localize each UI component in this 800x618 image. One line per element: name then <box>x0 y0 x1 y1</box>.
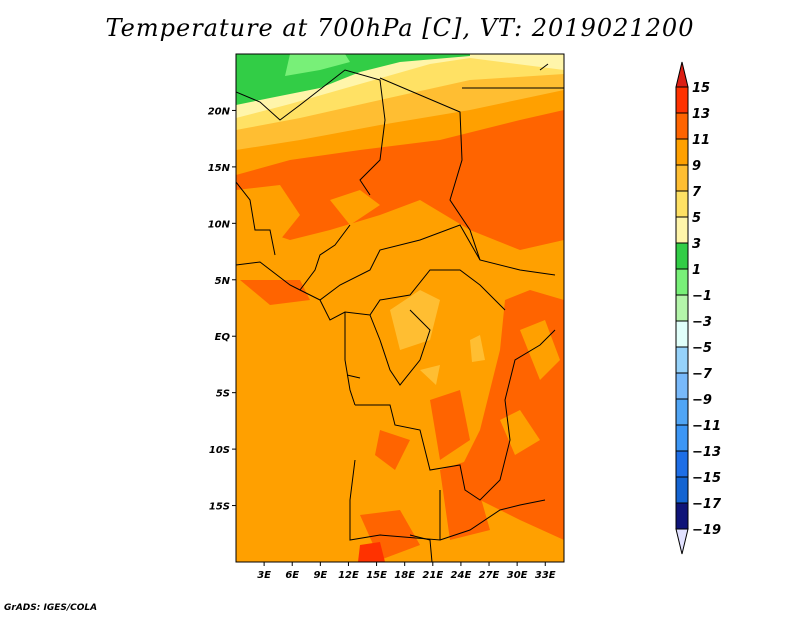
lon-tick-label: 27E <box>479 570 500 581</box>
colorbar-under-arrow <box>675 528 689 555</box>
colorbar-segment <box>675 346 689 374</box>
colorbar-label: −15 <box>692 471 721 486</box>
lat-tick-label: 15S <box>209 502 230 513</box>
lon-tick-label: 12E <box>338 570 359 581</box>
lat-tick-label: 5S <box>216 389 230 400</box>
lon-tick-label: 33E <box>535 570 556 581</box>
colorbar-label: 13 <box>692 107 710 122</box>
colorbar-segment <box>675 398 689 426</box>
colorbar-segment <box>675 320 689 348</box>
lon-tick-label: 21E <box>422 570 443 581</box>
colorbar-label: −17 <box>692 497 722 512</box>
colorbar-segment <box>675 164 689 192</box>
colorbar-label: −5 <box>692 341 712 356</box>
colorbar-label: −19 <box>692 523 721 538</box>
plot-title: Temperature at 700hPa [C], VT: 201902120… <box>105 14 695 42</box>
colorbar-segment <box>675 502 689 530</box>
colorbar-segment <box>675 216 689 244</box>
lat-tick-label: 5N <box>215 276 231 287</box>
colorbar-label: 11 <box>692 133 710 148</box>
colorbar-label: −13 <box>692 445 721 460</box>
lon-tick-label: 30E <box>507 570 528 581</box>
colorbar-label: −3 <box>692 315 712 330</box>
colorbar-label: 3 <box>692 237 701 252</box>
lat-tick-label: 15N <box>208 163 231 174</box>
lon-tick-label: 15E <box>366 570 387 581</box>
lon-tick-label: 3E <box>257 570 271 581</box>
lat-tick-label: EQ <box>215 332 231 343</box>
lat-tick-label: 10S <box>209 445 230 456</box>
colorbar-segment <box>675 268 689 296</box>
map-frame <box>235 53 565 563</box>
colorbar: 15 13 11 9 7 5 3 1 −1 −3 −5 −7 −9 −11 −13 −15 −17 −19 <box>675 61 722 555</box>
colorbar-label: 15 <box>692 81 710 96</box>
field-11-13-sahel <box>236 110 564 250</box>
lon-tick-label: 9E <box>313 570 327 581</box>
lat-tick-label: 20N <box>208 106 231 117</box>
colorbar-label: 9 <box>692 159 701 174</box>
field-neg1-1 <box>285 54 350 76</box>
lon-tick-label: 24E <box>451 570 472 581</box>
colorbar-segment <box>675 86 689 114</box>
colorbar-label: −9 <box>692 393 712 408</box>
lon-tick-label: 6E <box>285 570 299 581</box>
colorbar-segment <box>675 294 689 322</box>
colorbar-label: −11 <box>692 419 721 434</box>
colorbar-segment <box>675 476 689 504</box>
colorbar-segment <box>675 242 689 270</box>
country-borders <box>236 63 564 562</box>
colorbar-label: 7 <box>692 185 702 200</box>
temperature-field <box>236 54 564 562</box>
colorbar-segment <box>675 190 689 218</box>
colorbar-label: 1 <box>692 263 701 278</box>
colorbar-label: −1 <box>692 289 712 304</box>
colorbar-segment <box>675 424 689 452</box>
colorbar-segment <box>675 138 689 166</box>
lat-tick-label: 10N <box>208 219 231 230</box>
lon-tick-label: 18E <box>394 570 415 581</box>
colorbar-over-arrow <box>675 61 689 88</box>
colorbar-label: −7 <box>692 367 713 382</box>
colorbar-segment <box>675 372 689 400</box>
colorbar-segment <box>675 112 689 140</box>
grads-credit: GrADS: IGES/COLA <box>4 603 98 613</box>
colorbar-segment <box>675 450 689 478</box>
colorbar-label: 5 <box>692 211 701 226</box>
